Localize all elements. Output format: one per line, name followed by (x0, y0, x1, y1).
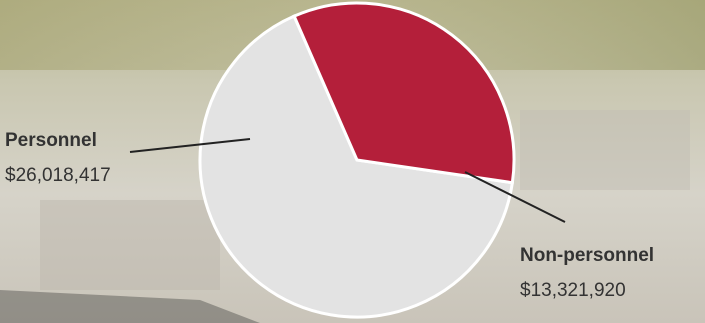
background-building (40, 200, 220, 290)
leader-line (464, 171, 566, 223)
leader-line (129, 138, 251, 153)
category-label: Personnel (5, 130, 97, 151)
background-building (520, 110, 690, 190)
value-label: $13,321,920 (520, 280, 626, 301)
pie-slice (292, 1, 516, 185)
background-road (0, 290, 260, 323)
pie (198, 1, 516, 319)
category-label: Non-personnel (520, 245, 654, 266)
value-label: $26,018,417 (5, 165, 111, 186)
pie-slice (198, 14, 515, 319)
